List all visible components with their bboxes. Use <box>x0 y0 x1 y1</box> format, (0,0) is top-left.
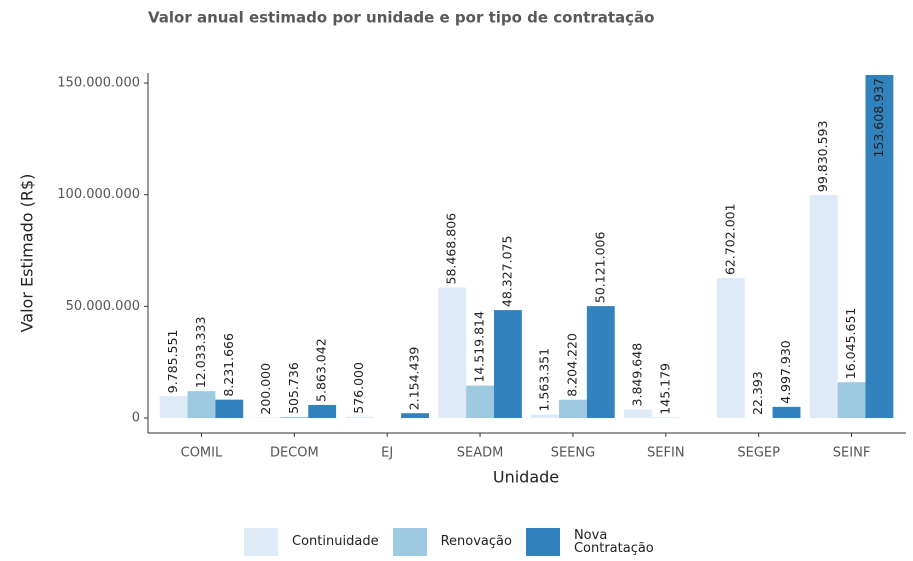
x-tick-label: COMIL <box>181 446 223 461</box>
bar <box>716 278 745 419</box>
bar <box>809 195 838 419</box>
x-axis-label: Unidade <box>493 468 559 487</box>
bar <box>466 385 494 419</box>
value-label: 5.863.042 <box>314 338 329 402</box>
legend-swatch <box>525 527 560 556</box>
value-label: 22.393 <box>750 371 765 415</box>
bar <box>280 416 309 419</box>
value-label: 145.179 <box>657 363 672 415</box>
bar <box>438 287 467 419</box>
x-tick-label: SEENG <box>551 446 595 461</box>
x-tick-label: SEINF <box>833 446 871 461</box>
bar <box>215 399 244 419</box>
value-label: 14.519.814 <box>472 311 487 383</box>
value-label: 62.702.001 <box>722 203 737 275</box>
bar <box>865 74 894 419</box>
value-label: 576.000 <box>351 362 366 414</box>
legend-item: Continuidade <box>244 522 379 561</box>
bar <box>159 396 188 419</box>
value-label: 50.121.006 <box>592 231 607 303</box>
value-label: 8.231.666 <box>221 333 236 397</box>
legend-label: Nova Contratação <box>573 527 654 556</box>
bar <box>308 404 337 419</box>
x-tick-label: SEADM <box>457 446 504 461</box>
bar <box>772 406 801 419</box>
bar <box>187 391 216 419</box>
x-tick-label: DECOM <box>270 446 319 461</box>
legend-swatch <box>392 527 427 556</box>
legend-item: Nova Contratação <box>525 522 669 561</box>
y-tick-label: 100.000.000 <box>57 187 140 202</box>
value-label: 1.563.351 <box>537 348 552 412</box>
x-tick-label: SEGEP <box>737 446 780 461</box>
bar <box>493 310 522 419</box>
bar <box>531 414 560 419</box>
legend-swatch <box>244 527 279 556</box>
legend-label: Continuidade <box>292 534 379 549</box>
y-tick-label: 0 <box>132 411 140 426</box>
value-label: 16.045.651 <box>843 308 858 380</box>
value-label: 505.736 <box>286 362 301 414</box>
bar <box>586 306 615 419</box>
value-label: 58.468.806 <box>444 213 459 285</box>
value-label: 200.000 <box>258 363 273 415</box>
y-tick-label: 50.000.000 <box>66 299 140 314</box>
bar <box>345 416 374 419</box>
value-label: 2.154.439 <box>407 347 422 411</box>
bar <box>837 382 866 419</box>
value-label: 3.849.648 <box>629 343 644 407</box>
value-label: 48.327.075 <box>499 236 514 308</box>
value-label: 12.033.333 <box>193 317 208 389</box>
bar <box>624 409 652 419</box>
legend-label: Renovação <box>440 534 512 549</box>
x-tick-label: SEFIN <box>647 446 685 461</box>
bar <box>559 399 587 419</box>
value-label: 153.608.937 <box>871 78 886 158</box>
value-label: 9.785.551 <box>165 330 180 394</box>
legend-item: Renovação <box>392 522 512 561</box>
value-label: 99.830.593 <box>815 121 830 193</box>
y-tick-label: 150.000.000 <box>57 76 140 91</box>
chart-title: Valor anual estimado por unidade e por t… <box>148 9 654 27</box>
value-label: 4.997.930 <box>778 340 793 404</box>
value-label: 8.204.220 <box>564 333 579 397</box>
chart: Valor anual estimado por unidade e por t… <box>18 9 906 487</box>
bar <box>401 413 429 419</box>
legend: Continuidade Renovação Nova Contratação <box>0 522 913 561</box>
x-tick-label: EJ <box>381 446 393 461</box>
y-axis-label: Valor Estimado (R$) <box>18 174 37 333</box>
